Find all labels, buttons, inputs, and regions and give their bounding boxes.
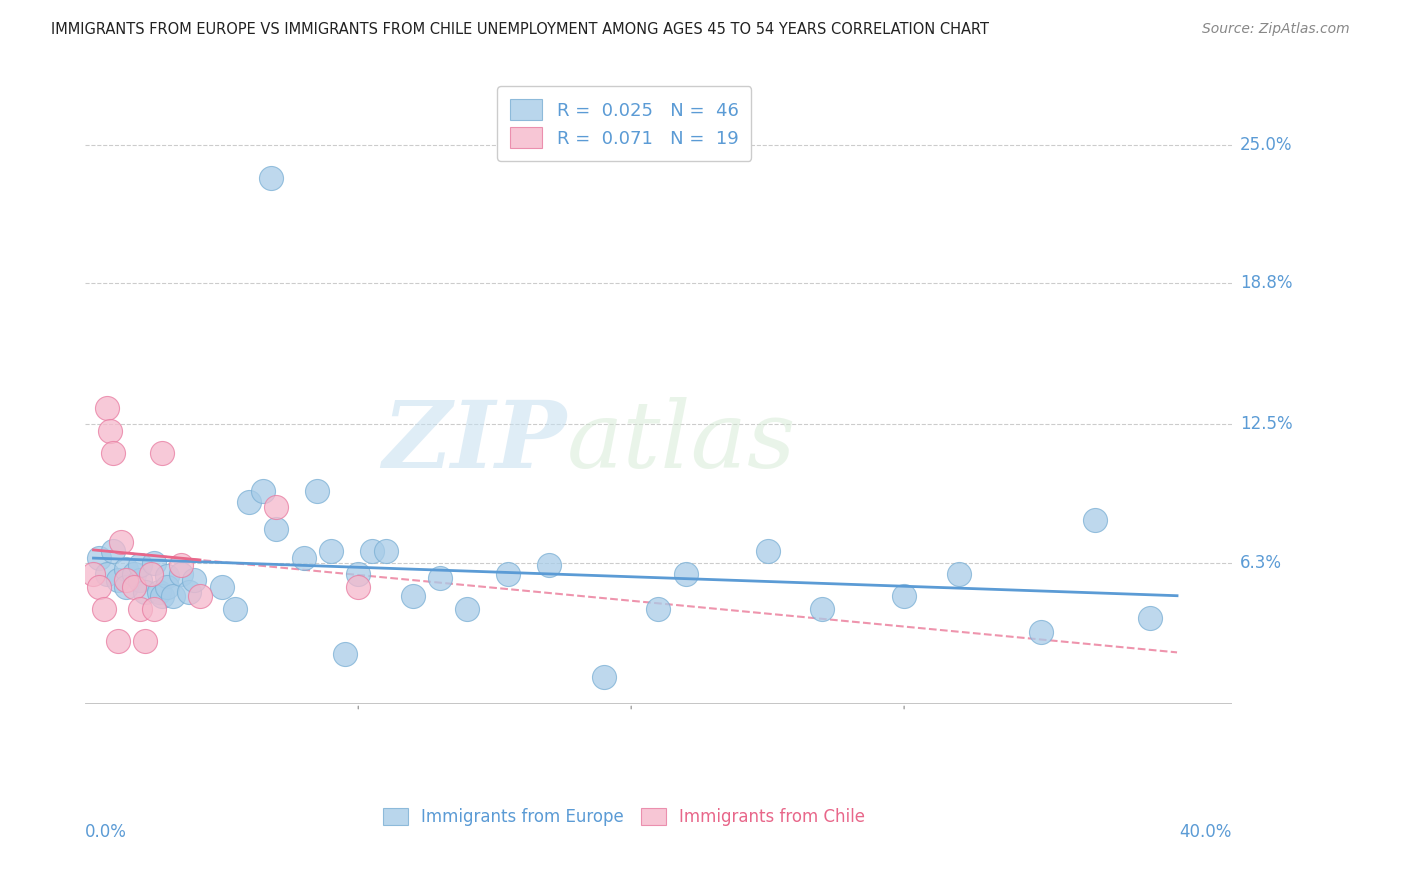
Point	[93, 602, 115, 616]
Point	[538, 558, 561, 572]
Point	[142, 556, 165, 570]
Point	[347, 566, 370, 581]
Point	[170, 558, 193, 572]
Point	[307, 483, 329, 498]
Point	[292, 551, 315, 566]
Text: 12.5%: 12.5%	[1240, 415, 1292, 433]
Text: 25.0%: 25.0%	[1240, 136, 1292, 153]
Point	[1139, 611, 1161, 625]
Point	[101, 446, 124, 460]
Point	[98, 424, 121, 438]
Point	[177, 584, 200, 599]
Point	[252, 483, 274, 498]
Text: 40.0%: 40.0%	[1180, 823, 1232, 841]
Legend: Immigrants from Europe, Immigrants from Chile: Immigrants from Europe, Immigrants from …	[374, 799, 873, 835]
Point	[87, 551, 110, 566]
Point	[647, 602, 669, 616]
Point	[139, 566, 162, 581]
Point	[893, 589, 915, 603]
Point	[170, 566, 193, 581]
Point	[107, 574, 129, 588]
Point	[128, 574, 150, 588]
Point	[811, 602, 834, 616]
Point	[1084, 513, 1107, 527]
Point	[266, 500, 288, 514]
Point	[592, 669, 614, 683]
Point	[107, 633, 129, 648]
Point	[266, 522, 288, 536]
Text: 18.8%: 18.8%	[1240, 274, 1292, 292]
Point	[150, 589, 173, 603]
Point	[675, 566, 697, 581]
Point	[87, 580, 110, 594]
Point	[134, 584, 156, 599]
Point	[374, 544, 396, 558]
Point	[1029, 624, 1052, 639]
Point	[260, 171, 283, 186]
Point	[224, 602, 246, 616]
Point	[128, 602, 150, 616]
Point	[101, 544, 124, 558]
Text: atlas: atlas	[567, 397, 796, 487]
Point	[110, 535, 132, 549]
Point	[162, 589, 184, 603]
Text: 0.0%: 0.0%	[86, 823, 127, 841]
Point	[183, 574, 205, 588]
Point	[124, 566, 146, 581]
Point	[134, 633, 156, 648]
Point	[360, 544, 382, 558]
Text: 6.3%: 6.3%	[1240, 554, 1282, 572]
Point	[347, 580, 370, 594]
Point	[429, 571, 451, 585]
Point	[756, 544, 779, 558]
Point	[156, 580, 179, 594]
Point	[156, 569, 179, 583]
Point	[124, 580, 146, 594]
Point	[96, 401, 118, 416]
Point	[402, 589, 425, 603]
Point	[238, 495, 260, 509]
Point	[115, 580, 138, 594]
Point	[96, 566, 118, 581]
Point	[456, 602, 478, 616]
Point	[188, 589, 211, 603]
Point	[142, 602, 165, 616]
Point	[498, 566, 520, 581]
Point	[82, 566, 104, 581]
Point	[128, 558, 150, 572]
Point	[333, 647, 356, 661]
Point	[115, 574, 138, 588]
Point	[148, 584, 170, 599]
Point	[948, 566, 970, 581]
Point	[115, 562, 138, 576]
Text: IMMIGRANTS FROM EUROPE VS IMMIGRANTS FROM CHILE UNEMPLOYMENT AMONG AGES 45 TO 54: IMMIGRANTS FROM EUROPE VS IMMIGRANTS FRO…	[51, 22, 988, 37]
Point	[150, 446, 173, 460]
Text: Source: ZipAtlas.com: Source: ZipAtlas.com	[1202, 22, 1350, 37]
Point	[319, 544, 342, 558]
Text: ZIP: ZIP	[382, 397, 567, 487]
Point	[211, 580, 233, 594]
